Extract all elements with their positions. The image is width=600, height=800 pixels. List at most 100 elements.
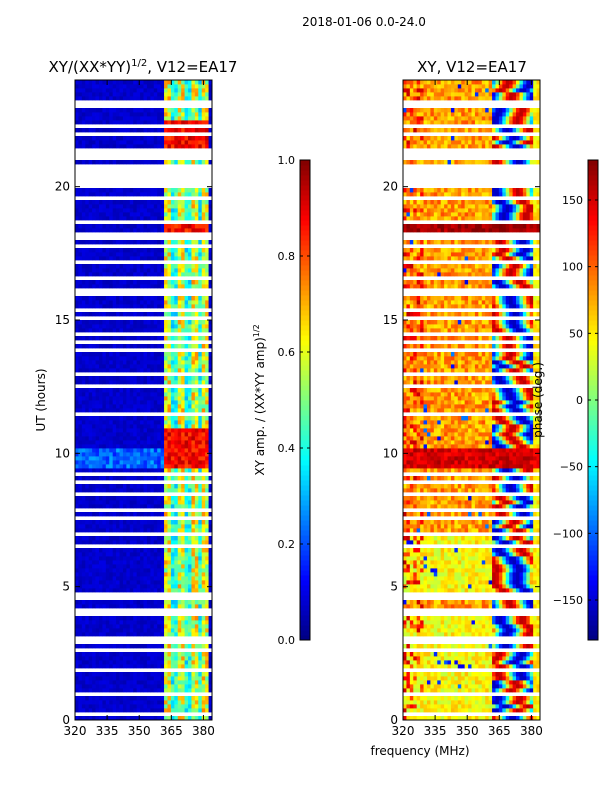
amplitude-cell: [136, 224, 141, 229]
amplitude-cell: [194, 116, 199, 121]
amplitude-cell: [191, 672, 196, 677]
amplitude-cell: [105, 252, 110, 257]
amplitude-cell: [201, 208, 206, 213]
amplitude-cell: [184, 324, 189, 329]
amplitude-cell: [146, 624, 151, 629]
amplitude-cell: [177, 392, 182, 397]
phase-cell: [502, 676, 507, 681]
amplitude-cell: [109, 280, 114, 285]
phase-cell: [488, 716, 493, 721]
amplitude-cell: [191, 380, 196, 385]
amplitude-cell: [208, 284, 213, 289]
amplitude-cell: [136, 388, 141, 393]
amplitude-cell: [105, 456, 110, 461]
amplitude-cell: [109, 212, 114, 217]
amplitude-cell: [208, 444, 213, 449]
amplitude-cell: [174, 160, 179, 165]
amplitude-cell: [129, 356, 134, 361]
amplitude-cell: [129, 444, 134, 449]
amplitude-cell: [198, 552, 203, 557]
amplitude-cell: [167, 660, 172, 665]
amplitude-cell: [140, 620, 144, 625]
amplitude-cell: [102, 664, 107, 669]
amplitude-cell: [205, 212, 209, 217]
amplitude-cell: [136, 296, 141, 301]
amplitude-cell: [164, 208, 168, 213]
amplitude-cell: [85, 252, 90, 257]
amplitude-cell: [170, 268, 175, 273]
amplitude-cell: [167, 92, 172, 97]
amplitude-cell: [119, 336, 124, 341]
amplitude-cell: [129, 564, 134, 569]
amplitude-cell: [208, 436, 213, 441]
amplitude-cell: [164, 300, 168, 305]
amplitude-cell: [126, 676, 131, 681]
amplitude-cell: [102, 240, 107, 245]
amplitude-cell: [198, 188, 203, 193]
amplitude-cell: [119, 208, 124, 213]
amplitude-cell: [112, 408, 117, 413]
amplitude-cell: [88, 404, 93, 409]
amplitude-cell: [133, 644, 138, 649]
amplitude-cell: [167, 496, 172, 501]
amplitude-cell: [122, 708, 127, 713]
amplitude-cell: [112, 112, 117, 117]
amplitude-cell: [160, 420, 165, 425]
amplitude-cell: [119, 356, 124, 361]
amplitude-cell: [112, 660, 117, 665]
amplitude-cell: [81, 512, 86, 517]
amplitude-cell: [208, 396, 213, 401]
phase-cell: [409, 684, 414, 689]
phase-cell: [516, 684, 520, 689]
amplitude-cell: [160, 280, 165, 285]
amplitude-cell: [78, 656, 83, 661]
phase-cell: [403, 676, 407, 681]
amplitude-cell: [191, 520, 196, 525]
amplitude-cell: [102, 200, 107, 205]
phase-cell: [488, 688, 493, 693]
amplitude-cell: [105, 216, 110, 221]
amplitude-cell: [133, 464, 138, 469]
amplitude-cell: [75, 392, 79, 397]
phase-cell: [406, 716, 411, 721]
amplitude-cell: [208, 708, 213, 713]
phase-cell: [464, 704, 469, 709]
amplitude-cell: [205, 112, 209, 117]
phase-cell: [478, 680, 483, 685]
phase-cell: [498, 684, 503, 689]
amplitude-cell: [157, 320, 162, 325]
amplitude-cell: [78, 432, 83, 437]
amplitude-cell: [81, 556, 86, 561]
amplitude-cell: [88, 108, 93, 113]
amplitude-cell: [140, 140, 144, 145]
amplitude-cell: [126, 200, 131, 205]
amplitude-cell: [150, 408, 155, 413]
phase-cell: [430, 704, 435, 709]
amplitude-cell: [198, 208, 203, 213]
amplitude-cell: [164, 588, 168, 593]
amplitude-cell: [191, 328, 196, 333]
amplitude-cell: [170, 376, 175, 381]
amplitude-cell: [92, 700, 96, 705]
amplitude-cell: [116, 444, 120, 449]
amplitude-cell: [88, 224, 93, 229]
amplitude-cell: [122, 452, 127, 457]
amplitude-cell: [167, 216, 172, 221]
amplitude-cell: [177, 708, 182, 713]
amplitude-cell: [95, 568, 100, 573]
amplitude-cell: [133, 696, 138, 701]
amplitude-cell: [201, 460, 206, 465]
amplitude-cell: [98, 436, 103, 441]
amplitude-cell: [133, 572, 138, 577]
amplitude-cell: [184, 208, 189, 213]
amplitude-cell: [92, 228, 96, 233]
amplitude-cell: [102, 380, 107, 385]
amplitude-cell: [112, 392, 117, 397]
amplitude-cell: [88, 212, 93, 217]
amplitude-cell: [164, 212, 168, 217]
amplitude-cell: [116, 380, 120, 385]
phase-cell: [478, 676, 483, 681]
amplitude-cell: [188, 504, 192, 509]
amplitude-cell: [181, 696, 185, 701]
phase-cell: [416, 688, 421, 693]
